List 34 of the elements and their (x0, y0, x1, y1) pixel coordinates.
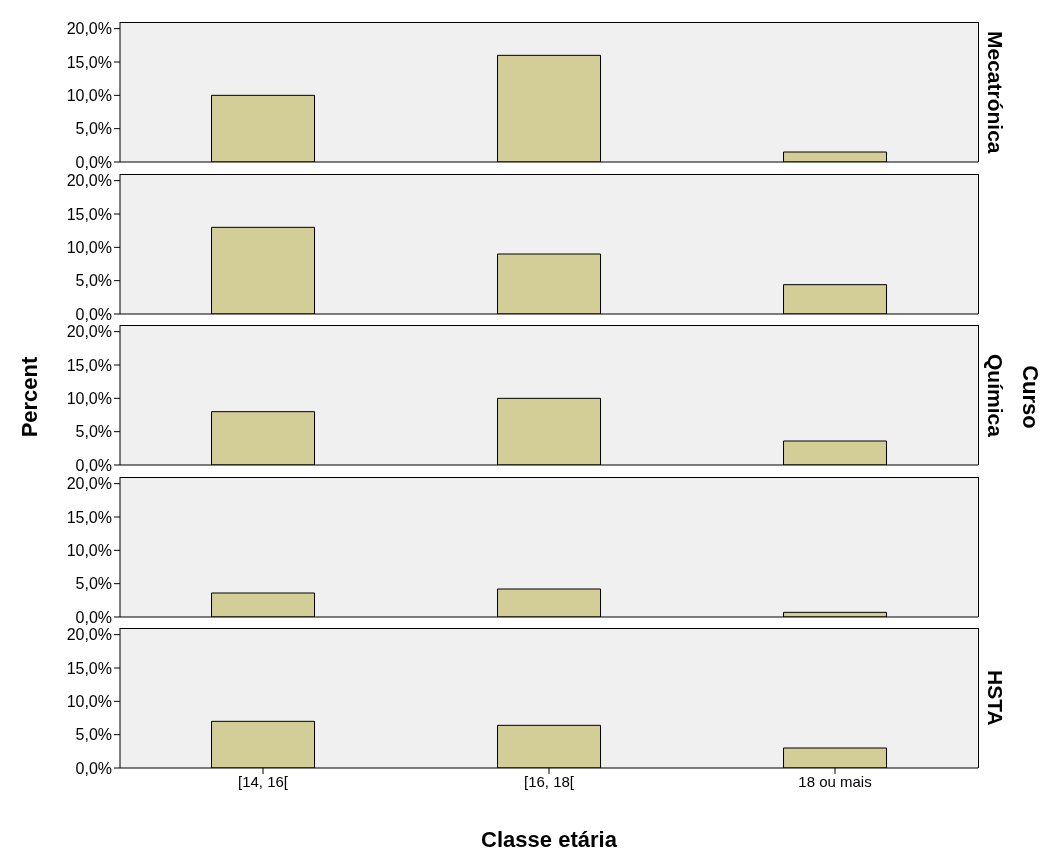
text: HSTA (983, 670, 1007, 726)
y-tick-label: 10,0% (66, 541, 112, 559)
y-axis-title: Percent (17, 356, 43, 438)
text: Mecatrónica (983, 30, 1007, 154)
y-tick-label: 0,0% (75, 153, 112, 171)
x-tick-label: 18 ou mais (798, 772, 872, 790)
y-tick-label: 5,0% (75, 726, 112, 744)
y-tick-label: 15,0% (66, 53, 112, 71)
y-tick-label: 10,0% (66, 693, 112, 711)
y-tick-label: 20,0% (66, 20, 112, 38)
y-tick-label: 5,0% (75, 120, 112, 138)
y-tick-label: 10,0% (66, 238, 112, 256)
y-tick-label: 20,0% (66, 323, 112, 341)
y-tick-label: 15,0% (66, 659, 112, 677)
x-tick-label: [16, 18[ (523, 772, 575, 790)
y-tick-label: 20,0% (66, 626, 112, 644)
y-tick-label: 15,0% (66, 508, 112, 526)
y-tick-label: 0,0% (75, 456, 112, 474)
y2-axis-title: Curso (1017, 364, 1043, 429)
x-axis-title: Classe etária (481, 827, 617, 853)
y-tick-label: 15,0% (66, 205, 112, 223)
y-tick-label: 5,0% (75, 423, 112, 441)
x-tick-label: [14, 16[ (237, 772, 289, 790)
y-tick-label: 5,0% (75, 271, 112, 289)
y-tick-label: 20,0% (66, 474, 112, 492)
y-tick-label: 0,0% (75, 305, 112, 323)
y-tick-label: 5,0% (75, 574, 112, 592)
text: Química (983, 353, 1007, 437)
y-tick-label: 10,0% (66, 390, 112, 408)
y-tick-label: 0,0% (75, 608, 112, 626)
y-tick-label: 0,0% (75, 759, 112, 777)
y-tick-label: 15,0% (66, 356, 112, 374)
y-tick-label: 20,0% (66, 171, 112, 189)
y-tick-label: 10,0% (66, 87, 112, 105)
